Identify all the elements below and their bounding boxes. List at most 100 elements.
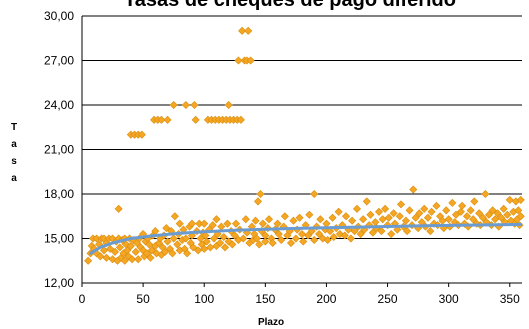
data-point bbox=[475, 209, 484, 218]
data-point bbox=[341, 212, 351, 221]
data-point bbox=[220, 243, 230, 252]
data-point bbox=[115, 243, 124, 252]
data-point bbox=[516, 212, 525, 221]
data-point bbox=[469, 215, 478, 224]
data-point bbox=[423, 213, 432, 222]
data-point bbox=[256, 189, 265, 199]
y-tick-label: 24,00 bbox=[44, 98, 74, 112]
data-point bbox=[340, 231, 349, 240]
data-point bbox=[315, 230, 324, 239]
data-point bbox=[209, 234, 219, 243]
x-tick-label: 200 bbox=[316, 292, 336, 306]
data-point bbox=[326, 227, 335, 236]
y-tick-label: 21,00 bbox=[44, 143, 74, 157]
data-point bbox=[187, 219, 197, 228]
data-point bbox=[181, 234, 190, 243]
data-point bbox=[427, 207, 436, 216]
data-point bbox=[191, 115, 200, 124]
y-tick-label: 18,00 bbox=[44, 187, 74, 201]
data-point bbox=[442, 206, 451, 215]
data-point bbox=[458, 201, 467, 210]
data-point bbox=[310, 189, 319, 199]
data-point bbox=[493, 209, 502, 218]
data-point bbox=[470, 197, 479, 206]
data-point bbox=[142, 249, 151, 258]
data-point bbox=[322, 219, 331, 228]
x-tick-label: 0 bbox=[79, 292, 86, 306]
data-point bbox=[253, 197, 263, 206]
y-tick-label: 15,00 bbox=[44, 232, 74, 246]
data-point bbox=[291, 234, 300, 243]
data-point bbox=[200, 219, 209, 228]
data-point bbox=[169, 234, 178, 243]
data-point bbox=[316, 215, 325, 224]
data-point bbox=[175, 219, 184, 228]
data-point bbox=[381, 204, 390, 213]
data-point bbox=[246, 56, 255, 65]
x-tick-label: 100 bbox=[194, 292, 214, 306]
data-point bbox=[359, 215, 368, 224]
data-point bbox=[432, 201, 441, 210]
data-point bbox=[366, 210, 375, 219]
data-point bbox=[163, 237, 172, 246]
data-point bbox=[481, 189, 490, 199]
data-point bbox=[389, 209, 398, 218]
data-point bbox=[286, 238, 296, 247]
data-point bbox=[451, 210, 461, 219]
data-point bbox=[396, 200, 406, 209]
trendline bbox=[89, 222, 523, 255]
data-point bbox=[258, 219, 267, 228]
data-point bbox=[505, 195, 514, 204]
data-point bbox=[350, 227, 359, 236]
y-axis-title-letter: s bbox=[11, 156, 17, 167]
data-point bbox=[395, 212, 404, 221]
data-point bbox=[387, 230, 396, 239]
x-tick-label: 250 bbox=[378, 292, 398, 306]
data-point bbox=[273, 219, 282, 228]
data-point bbox=[224, 100, 233, 110]
data-point bbox=[334, 207, 343, 216]
data-point bbox=[108, 255, 117, 264]
data-point bbox=[323, 235, 332, 245]
data-point bbox=[137, 130, 146, 139]
data-point bbox=[328, 213, 337, 222]
data-point bbox=[295, 213, 304, 222]
x-tick-labels: 0 50 100 150 200 250 300 350 bbox=[79, 292, 520, 306]
data-point bbox=[161, 247, 170, 256]
data-point bbox=[368, 228, 377, 237]
data-point bbox=[230, 231, 239, 240]
data-point bbox=[181, 100, 190, 110]
data-point bbox=[420, 204, 429, 213]
data-point bbox=[84, 256, 93, 265]
y-axis-title-letter: a bbox=[11, 139, 17, 150]
data-point bbox=[206, 243, 215, 252]
data-point bbox=[146, 253, 155, 262]
data-point bbox=[173, 240, 182, 249]
data-point bbox=[299, 237, 308, 246]
data-point bbox=[403, 227, 412, 236]
data-point bbox=[244, 26, 253, 35]
data-point bbox=[120, 256, 129, 265]
data-point bbox=[102, 253, 111, 262]
y-axis-title-letter: T bbox=[11, 122, 17, 133]
data-point bbox=[444, 215, 453, 224]
data-point bbox=[147, 246, 156, 255]
data-point bbox=[264, 215, 274, 224]
data-point bbox=[223, 219, 232, 228]
y-axis-title-letter: a bbox=[11, 173, 17, 184]
data-point bbox=[251, 216, 260, 225]
data-point bbox=[335, 230, 344, 239]
data-point bbox=[348, 216, 357, 225]
data-point bbox=[401, 216, 410, 225]
data-point bbox=[378, 215, 387, 224]
x-tick-label: 300 bbox=[439, 292, 459, 306]
data-point bbox=[106, 244, 115, 253]
data-points bbox=[84, 26, 525, 265]
data-point bbox=[478, 213, 487, 222]
data-point bbox=[371, 218, 380, 227]
data-point bbox=[169, 100, 178, 110]
data-point bbox=[484, 210, 494, 219]
y-tick-label: 12,00 bbox=[44, 276, 74, 290]
data-point bbox=[238, 26, 247, 35]
data-point bbox=[384, 213, 393, 222]
